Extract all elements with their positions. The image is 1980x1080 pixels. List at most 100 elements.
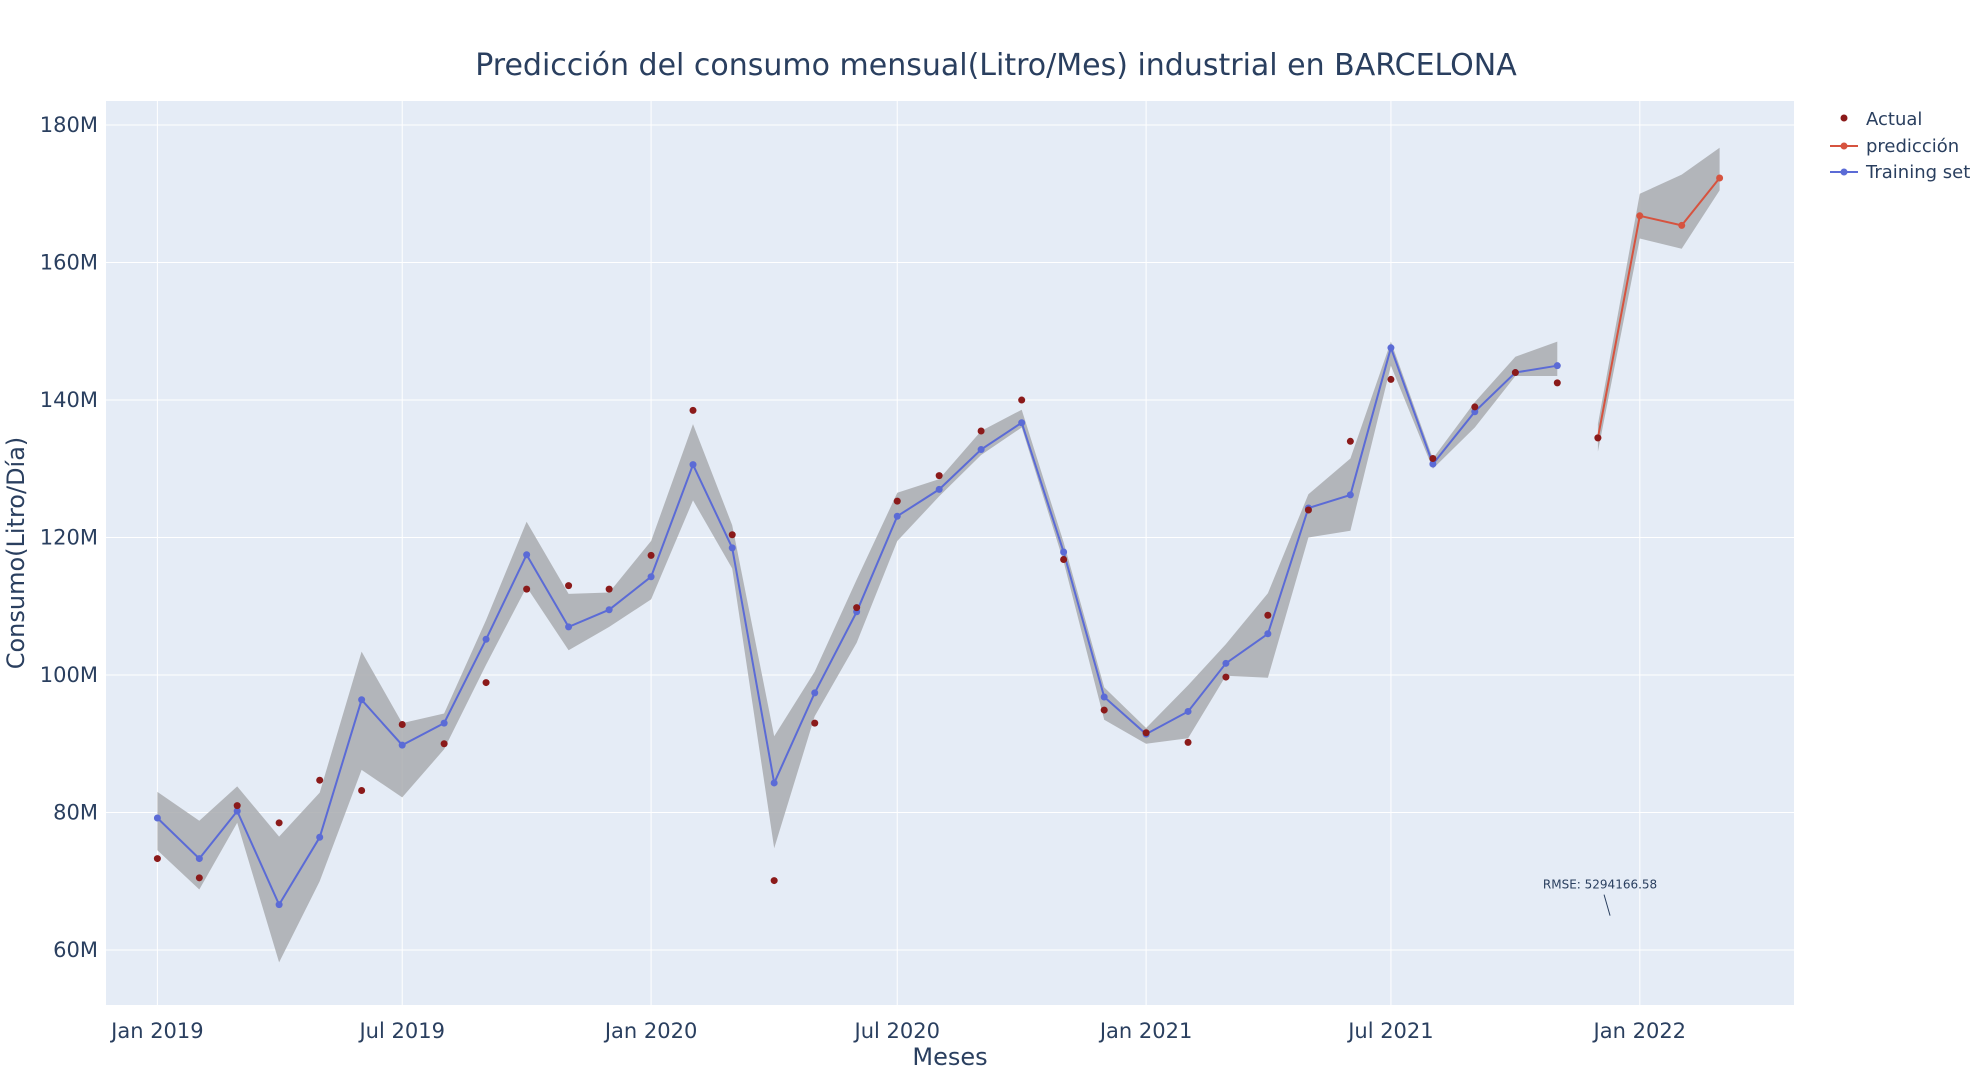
y-tick-label: 140M	[40, 388, 98, 412]
y-tick-label: 80M	[53, 801, 98, 825]
x-tick-label: Jan 2022	[1592, 1019, 1687, 1043]
x-axis-title: Meses	[912, 1043, 987, 1071]
training-set-point	[398, 741, 406, 749]
training-set-point	[153, 814, 161, 822]
plot-background	[106, 101, 1794, 1005]
actual-point	[1142, 729, 1150, 737]
legend-item-actual[interactable]: Actual	[1840, 109, 1923, 130]
training-set-point	[1264, 630, 1272, 638]
actual-point	[893, 497, 901, 505]
actual-point	[728, 531, 736, 539]
actual-point	[647, 551, 655, 559]
y-tick-label: 100M	[40, 663, 98, 687]
legend-label-training-set: Training set	[1865, 162, 1970, 183]
actual-point	[1594, 434, 1602, 442]
training-set-point	[935, 485, 943, 493]
actual-point	[153, 855, 161, 863]
actual-point	[1346, 437, 1354, 445]
training-set-point	[811, 689, 819, 697]
actual-point	[275, 819, 283, 827]
training-set-point	[1471, 408, 1479, 416]
legend-item-prediccion[interactable]: predicción	[1830, 136, 1959, 157]
prediccion-point	[1678, 221, 1686, 229]
legend-marker-actual	[1840, 114, 1848, 122]
legend[interactable]: Actual predicción Training set	[1830, 109, 1970, 183]
legend-item-training-set[interactable]: Training set	[1830, 162, 1970, 183]
actual-point	[233, 802, 241, 810]
training-set-point	[1387, 344, 1395, 352]
actual-point	[482, 679, 490, 687]
training-set-point	[605, 606, 613, 614]
actual-point	[770, 877, 778, 885]
training-set-point	[770, 779, 778, 787]
training-set-point	[1222, 659, 1230, 667]
training-set-point	[977, 446, 985, 454]
actual-point	[523, 585, 531, 593]
actual-point	[1304, 506, 1312, 514]
training-set-point	[1018, 419, 1026, 427]
x-tick-label: Jul 2020	[853, 1019, 940, 1043]
training-set-point	[647, 573, 655, 581]
actual-point	[605, 585, 613, 593]
actual-point	[1184, 738, 1192, 746]
actual-point	[689, 406, 697, 414]
training-set-point	[195, 855, 203, 863]
marker-layer	[153, 174, 1724, 909]
training-set-point	[1346, 491, 1354, 499]
legend-label-prediccion: predicción	[1866, 136, 1959, 157]
training-set-point	[358, 696, 366, 704]
prediction-confidence-band	[1597, 147, 1720, 452]
actual-point	[195, 874, 203, 882]
training-set-point	[689, 461, 697, 469]
actual-point	[1471, 403, 1479, 411]
y-tick-label: 60M	[53, 938, 98, 962]
actual-point	[1100, 706, 1108, 714]
actual-point	[565, 582, 573, 590]
training-set-point	[482, 635, 490, 643]
training-set-point	[1100, 693, 1108, 701]
training-set-point	[728, 544, 736, 552]
actual-point	[398, 721, 406, 729]
actual-point	[853, 604, 861, 612]
actual-point	[440, 740, 448, 748]
legend-marker-prediccion	[1840, 142, 1848, 150]
confidence-band-layer	[157, 147, 1720, 963]
training-set-point	[316, 833, 324, 841]
training-set-point	[1553, 362, 1561, 370]
grid-layer	[106, 101, 1794, 1005]
prediccion-point	[1636, 212, 1644, 220]
training-set-point	[893, 512, 901, 520]
chart-title: Predicción del consumo mensual(Litro/Mes…	[475, 48, 1517, 83]
actual-point	[1387, 375, 1395, 383]
actual-point	[811, 719, 819, 727]
actual-point	[977, 427, 985, 435]
actual-point	[1018, 396, 1026, 404]
actual-point	[935, 472, 943, 480]
training-set-point	[523, 551, 531, 559]
x-tick-label: Jul 2021	[1346, 1019, 1433, 1043]
y-tick-label: 120M	[40, 526, 98, 550]
actual-point	[1222, 673, 1230, 681]
rmse-annotation: RMSE: 5294166.58	[1543, 878, 1657, 916]
y-tick-label: 160M	[40, 251, 98, 275]
prediccion-point	[1716, 174, 1724, 182]
y-axis-title: Consumo(Litro/Día)	[2, 437, 30, 670]
prediccion-line	[1596, 177, 1721, 439]
legend-marker-training-set	[1840, 168, 1848, 176]
y-tick-label: 180M	[40, 113, 98, 137]
training-set-point	[275, 901, 283, 909]
rmse-annotation-text: RMSE: 5294166.58	[1543, 878, 1657, 892]
actual-point	[358, 787, 366, 795]
training-set-point	[565, 623, 573, 631]
x-tick-label: Jan 2021	[1098, 1019, 1193, 1043]
training-set-point	[1184, 707, 1192, 715]
actual-point	[1511, 369, 1519, 377]
rmse-annotation-arrow	[1603, 894, 1611, 916]
actual-point	[1429, 454, 1437, 462]
training-set-point	[440, 719, 448, 727]
training-set-point	[1060, 548, 1068, 556]
x-tick-label: Jan 2019	[109, 1019, 204, 1043]
tick-label-layer: Jan 2019 Jul 2019 Jan 2020 Jul 2020 Jan 2021…	[40, 113, 1686, 1043]
